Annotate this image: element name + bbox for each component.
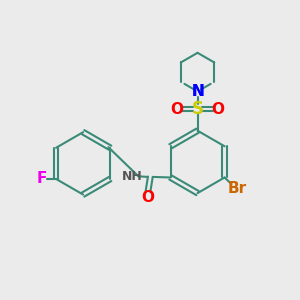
Text: Br: Br bbox=[227, 181, 247, 196]
Text: O: O bbox=[212, 102, 225, 117]
Text: N: N bbox=[191, 84, 204, 99]
Text: S: S bbox=[192, 100, 204, 118]
Text: F: F bbox=[37, 172, 47, 187]
Text: O: O bbox=[170, 102, 184, 117]
Text: NH: NH bbox=[122, 170, 142, 183]
Text: O: O bbox=[141, 190, 154, 205]
Text: N: N bbox=[191, 84, 204, 99]
